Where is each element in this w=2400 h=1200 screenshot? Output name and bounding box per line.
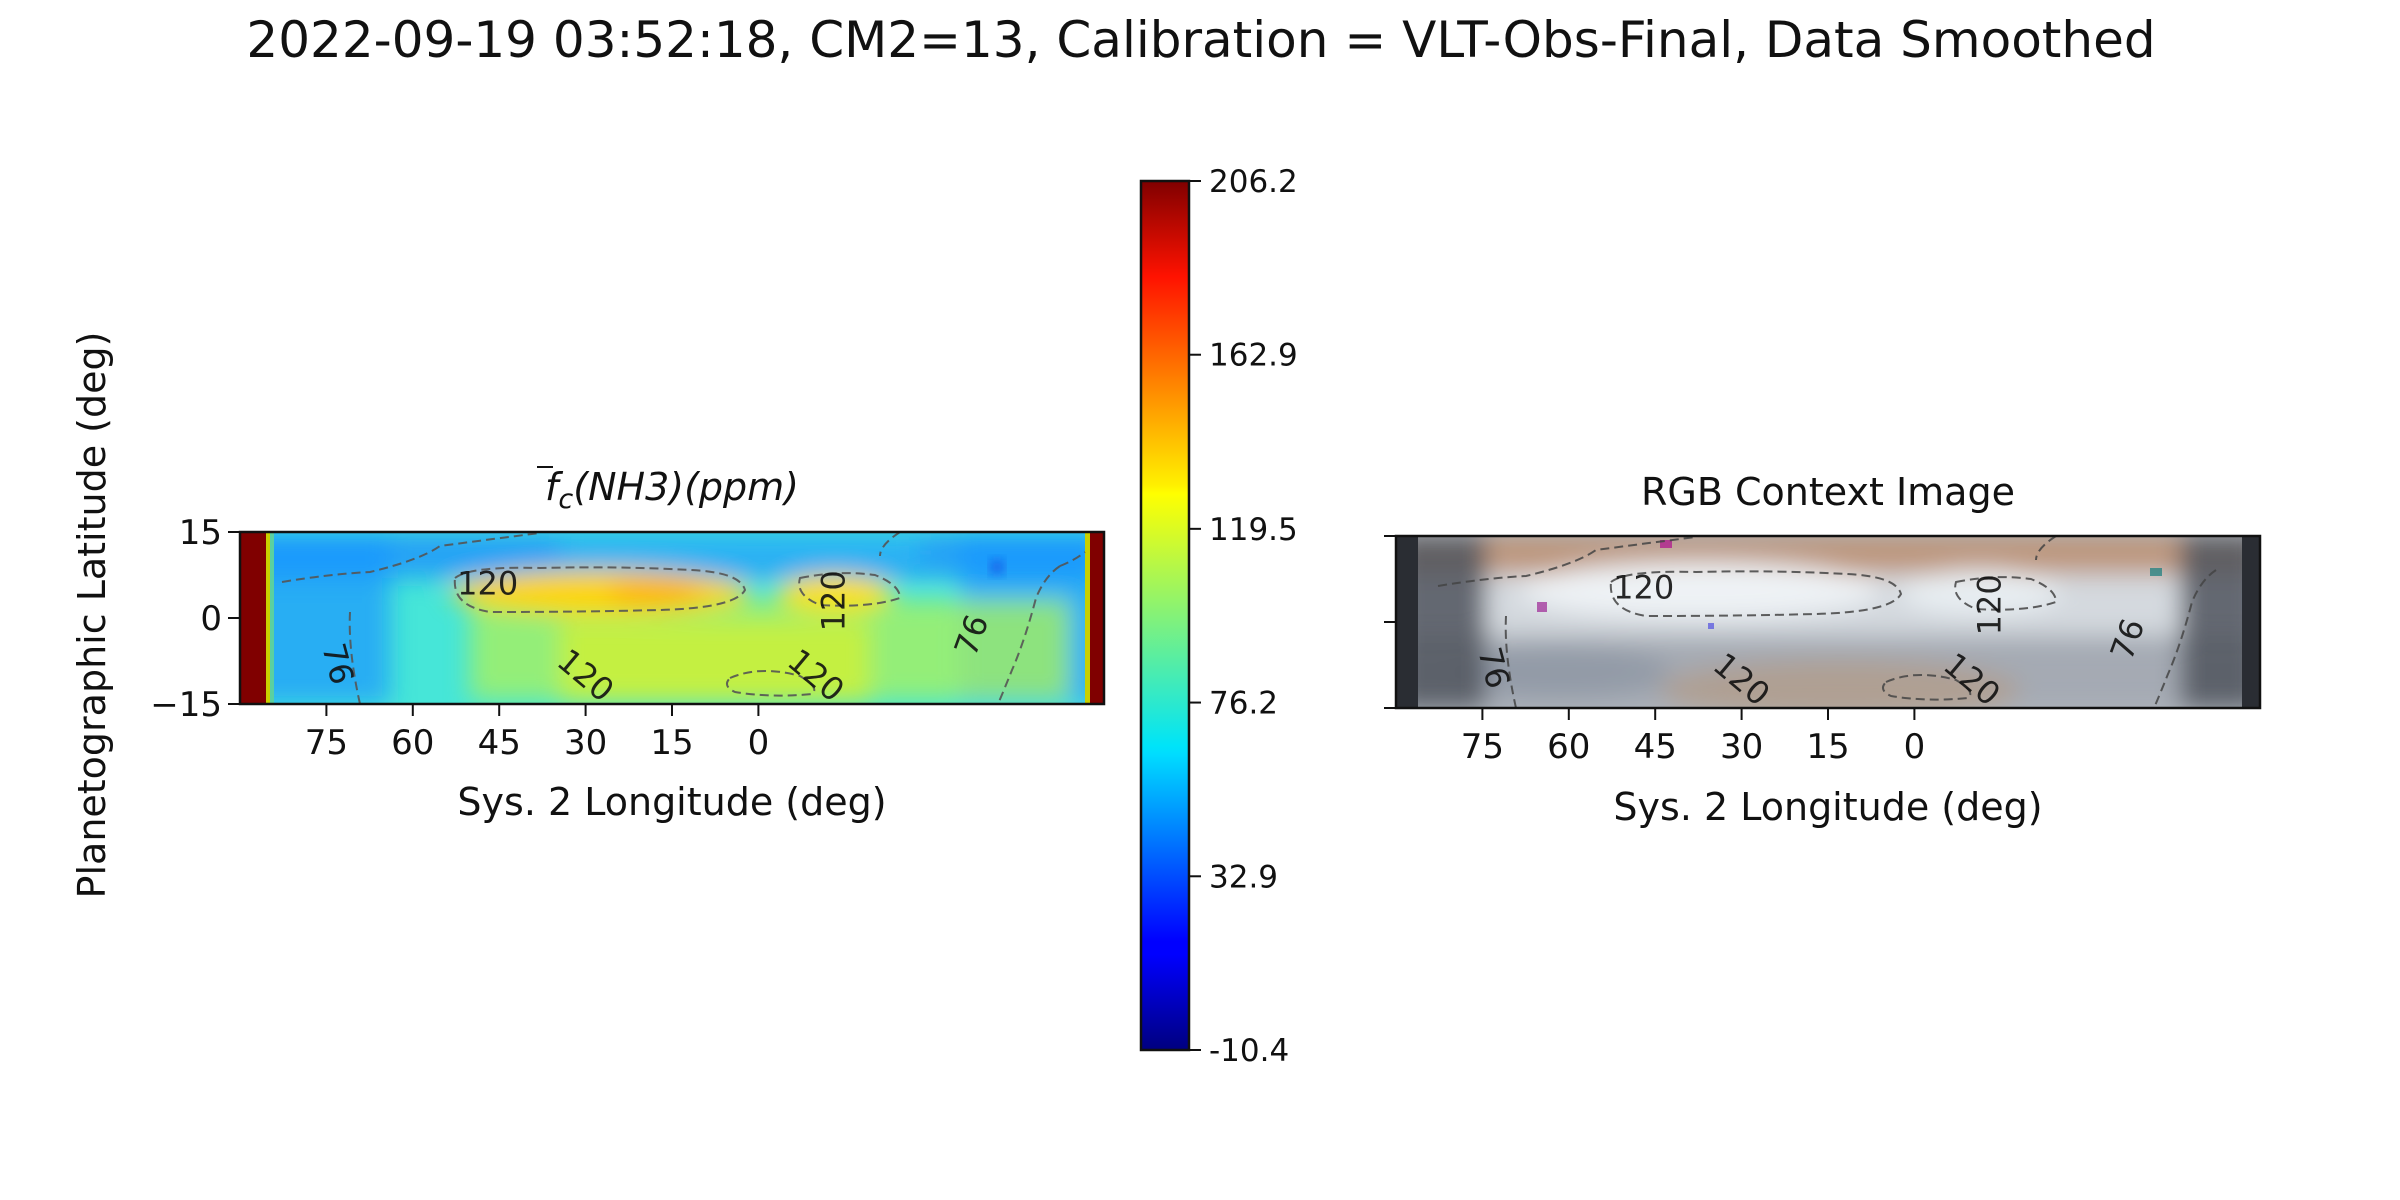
rgb-x-tick-label: 15 — [1806, 727, 1849, 767]
colorbar: 206.2 162.9 119.5 76.2 32.9 -10.4 — [1139, 164, 1298, 1069]
rgb-x-tick-label: 45 — [1634, 727, 1677, 767]
rgb-artifact — [1537, 602, 1547, 612]
rgb-contour-label: 120 — [1613, 569, 1674, 607]
colorbar-gradient — [1139, 179, 1191, 1052]
nh3-x-tick-label: 30 — [564, 723, 607, 763]
rgb-contours — [1437, 536, 2217, 708]
nh3-x-tick-label: 15 — [650, 723, 693, 763]
nh3-x-tick-label: 75 — [305, 723, 348, 763]
rgb-artifact — [1660, 540, 1672, 548]
rgb-x-tick-label: 30 — [1720, 727, 1763, 767]
rgb-x-tick-label: 0 — [1904, 727, 1926, 767]
nh3-x-tick-label: 60 — [391, 723, 434, 763]
rgb-artifact — [1708, 623, 1714, 629]
nh3-contour-label: 120 — [457, 565, 518, 603]
nh3-y-axis-label: Planetographic Latitude (deg) — [70, 332, 114, 899]
nh3-y-tick-label: 15 — [179, 513, 222, 553]
rgb-artifact — [2150, 568, 2162, 576]
colorbar-tick-label: 76.2 — [1209, 686, 1278, 722]
colorbar-tick-label: 162.9 — [1209, 338, 1298, 374]
rgb-map-title: RGB Context Image — [1641, 470, 2015, 514]
colorbar-tick-label: 119.5 — [1209, 512, 1298, 548]
nh3-contour-label: 120 — [814, 570, 852, 631]
rgb-x-tick-label: 60 — [1547, 727, 1590, 767]
figure-suptitle: 2022-09-19 03:52:18, CM2=13, Calibration… — [246, 11, 2155, 69]
colorbar-ticks: 206.2 162.9 119.5 76.2 32.9 -10.4 — [1189, 164, 1298, 1069]
nh3-y-tick-label: 0 — [200, 599, 222, 639]
nh3-map-right-limb — [1090, 532, 1104, 704]
nh3-map-texture — [240, 532, 1104, 704]
nh3-map-left-limb — [240, 532, 266, 704]
colorbar-tick-label: 206.2 — [1209, 164, 1298, 200]
nh3-y-ticks: 15 0 −15 — [150, 513, 240, 725]
rgb-contour-label: 120 — [1970, 574, 2008, 635]
rgb-x-ticks: 75 60 45 30 15 0 — [1461, 708, 1925, 767]
colorbar-tick-label: -10.4 — [1209, 1033, 1289, 1069]
rgb-x-tick-label: 75 — [1461, 727, 1504, 767]
nh3-x-tick-label: 0 — [748, 723, 770, 763]
colorbar-tick-label: 32.9 — [1209, 859, 1278, 895]
nh3-x-tick-label: 45 — [478, 723, 521, 763]
nh3-y-tick-label: −15 — [150, 685, 222, 725]
nh3-contours — [281, 532, 1086, 704]
rgb-x-axis-label: Sys. 2 Longitude (deg) — [1613, 785, 2042, 829]
nh3-x-ticks: 75 60 45 30 15 0 — [305, 704, 769, 763]
nh3-x-axis-label: Sys. 2 Longitude (deg) — [457, 780, 886, 824]
nh3-map-title: fc(NH3)(ppm) — [545, 465, 799, 515]
